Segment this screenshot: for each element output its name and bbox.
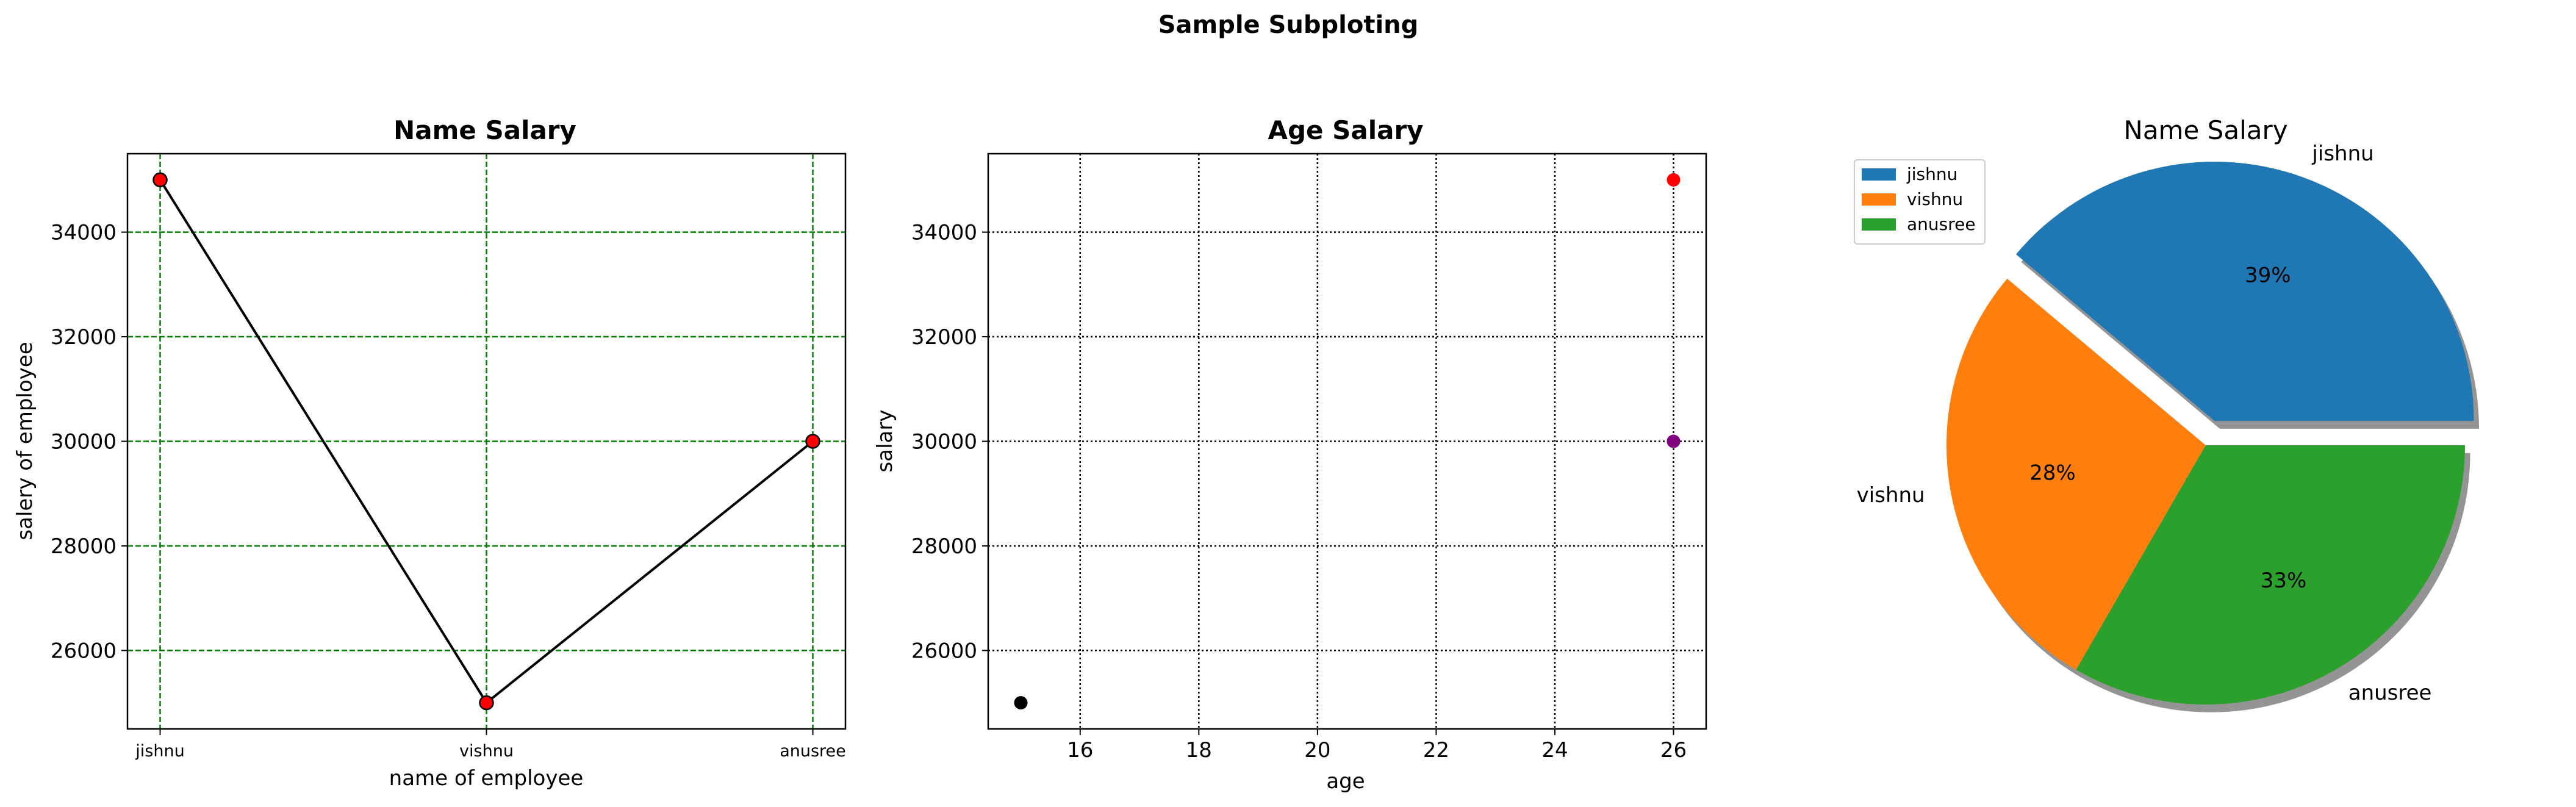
y-tick-label: 28000 xyxy=(51,534,117,559)
scatter-chart-xlabel: age xyxy=(1326,769,1365,794)
scatter-point xyxy=(1667,434,1681,448)
pie-pct-label: 33% xyxy=(2261,568,2307,593)
x-tick-label: 16 xyxy=(1067,738,1093,762)
data-point xyxy=(152,172,168,188)
x-tick-label: jishnu xyxy=(135,742,184,761)
scatter-chart-panel: Age Salary 16 18 20 22 24 26 26000 28000 30000 32… xyxy=(873,115,1707,794)
pie-slice-label: jishnu xyxy=(2311,142,2373,166)
pie-wedge-anusree xyxy=(2076,445,2465,705)
y-tick-label: 30000 xyxy=(911,430,977,454)
x-tick-label: vishnu xyxy=(459,742,514,761)
legend-swatch xyxy=(1862,168,1896,181)
y-tick-label: 34000 xyxy=(51,221,117,245)
line-chart-xlabel: name of employee xyxy=(389,766,584,791)
pie-wedge-jishnu xyxy=(2015,162,2474,421)
x-tick-label: 18 xyxy=(1186,738,1212,762)
figure-suptitle: Sample Subploting xyxy=(1158,11,1419,39)
pie-slice-label: anusree xyxy=(2348,681,2432,705)
x-tick-label: anusree xyxy=(780,742,846,761)
data-point xyxy=(805,434,820,449)
pie-pct-label: 39% xyxy=(2245,263,2291,287)
scatter-chart-ylabel: salary xyxy=(873,410,897,473)
pie-chart-panel: Name Salary 39% jishnu 28% vishnu 33% anusree… xyxy=(1854,115,2480,712)
legend-swatch xyxy=(1862,218,1896,231)
pie-chart-title: Name Salary xyxy=(2123,115,2287,145)
y-tick-label: 32000 xyxy=(51,325,117,350)
line-chart-title: Name Salary xyxy=(393,115,576,145)
x-tick-label: 20 xyxy=(1304,738,1330,762)
scatter-point xyxy=(1667,173,1681,187)
data-point xyxy=(479,695,494,711)
line-chart-panel: Name Salary jishnu vishnu anusree 26000 2800… xyxy=(13,115,847,791)
scatter-chart-title: Age Salary xyxy=(1268,115,1423,145)
legend-label: anusree xyxy=(1907,214,1976,234)
x-tick-label: 26 xyxy=(1660,738,1687,762)
legend-label: jishnu xyxy=(1906,164,1957,184)
legend-label: vishnu xyxy=(1907,189,1963,209)
y-tick-label: 30000 xyxy=(51,430,117,454)
line-chart-frame xyxy=(126,152,847,730)
pie-slice-label: vishnu xyxy=(1857,483,1925,508)
scatter-chart-frame xyxy=(987,152,1707,730)
x-tick-label: 22 xyxy=(1423,738,1449,762)
y-tick-label: 26000 xyxy=(911,639,977,663)
pie-pct-label: 28% xyxy=(2029,461,2076,485)
x-tick-label: 24 xyxy=(1541,738,1568,762)
y-tick-label: 26000 xyxy=(51,639,117,663)
y-tick-label: 32000 xyxy=(911,325,977,350)
y-tick-label: 34000 xyxy=(911,221,977,245)
pie-legend: jishnu vishnu anusree xyxy=(1854,159,1986,245)
legend-swatch xyxy=(1862,193,1896,206)
line-chart-ylabel: salery of employee xyxy=(13,342,37,540)
y-tick-label: 28000 xyxy=(911,534,977,559)
scatter-point xyxy=(1014,696,1028,710)
pie-wedge-vishnu xyxy=(1946,278,2206,670)
